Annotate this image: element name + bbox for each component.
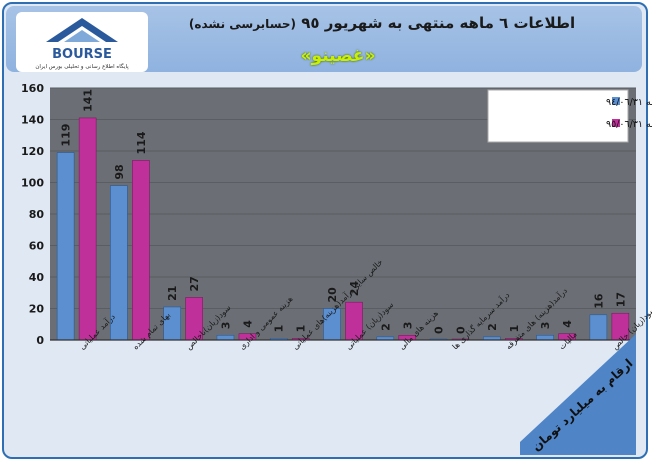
- data-label: 17: [614, 292, 627, 307]
- data-label: 0: [455, 326, 468, 334]
- data-label: 98: [113, 164, 126, 179]
- y-tick-label: 120: [21, 145, 44, 158]
- logo-text: BOURSE: [52, 47, 112, 62]
- logo-subtext: پایگاه اطلاع رسانی و تحلیلی بورس ایران: [35, 63, 129, 70]
- bar-1394: [216, 334, 235, 341]
- data-label: 119: [60, 124, 73, 147]
- legend-swatch: [612, 97, 620, 105]
- data-label: 4: [561, 320, 574, 328]
- unit-note-corner: [520, 334, 636, 455]
- data-label: 21: [166, 286, 179, 301]
- bar-1394: [56, 152, 75, 341]
- data-label: 20: [326, 287, 339, 303]
- data-label: 27: [188, 276, 201, 291]
- data-label: 1: [295, 325, 308, 333]
- page-title: اطلاعات ٦ ماهه منتهی به شهریور ٩٥ (حسابر…: [152, 14, 612, 32]
- data-label: 24: [348, 281, 361, 297]
- y-tick-label: 80: [29, 208, 45, 221]
- bar-1394: [536, 334, 554, 341]
- bar-1395: [132, 160, 150, 341]
- data-label: 3: [401, 322, 414, 330]
- y-tick-label: 60: [29, 240, 45, 253]
- bar-1395: [78, 117, 97, 341]
- data-label: 114: [135, 131, 148, 154]
- y-tick-label: 100: [21, 177, 44, 190]
- y-tick-label: 20: [29, 303, 45, 316]
- y-tick-label: 0: [36, 334, 44, 347]
- y-tick-label: 140: [21, 114, 44, 127]
- title-note: (حسابرسی نشده): [188, 17, 297, 31]
- bar-1394: [589, 314, 608, 341]
- company-name: «غصینو»: [300, 46, 376, 66]
- data-label: 1: [273, 325, 286, 333]
- data-label: 4: [241, 320, 254, 328]
- data-label: 2: [379, 323, 392, 331]
- legend: [487, 89, 629, 143]
- header-banner: BOURSE پایگاه اطلاع رسانی و تحلیلی بورس …: [6, 6, 642, 72]
- legend-swatch: [612, 119, 620, 127]
- data-label: 16: [592, 293, 605, 309]
- data-label: 3: [219, 322, 232, 330]
- data-label: 141: [82, 89, 95, 112]
- data-label: 1: [508, 325, 521, 333]
- data-label: 2: [486, 323, 499, 331]
- y-tick-label: 40: [29, 271, 45, 284]
- data-label: 3: [539, 322, 552, 330]
- bourse-logo: BOURSE پایگاه اطلاع رسانی و تحلیلی بورس …: [16, 12, 148, 72]
- y-tick-label: 160: [21, 82, 44, 95]
- data-label: 0: [433, 326, 446, 334]
- title-text: اطلاعات ٦ ماهه منتهی به شهریور ٩٥: [301, 14, 576, 32]
